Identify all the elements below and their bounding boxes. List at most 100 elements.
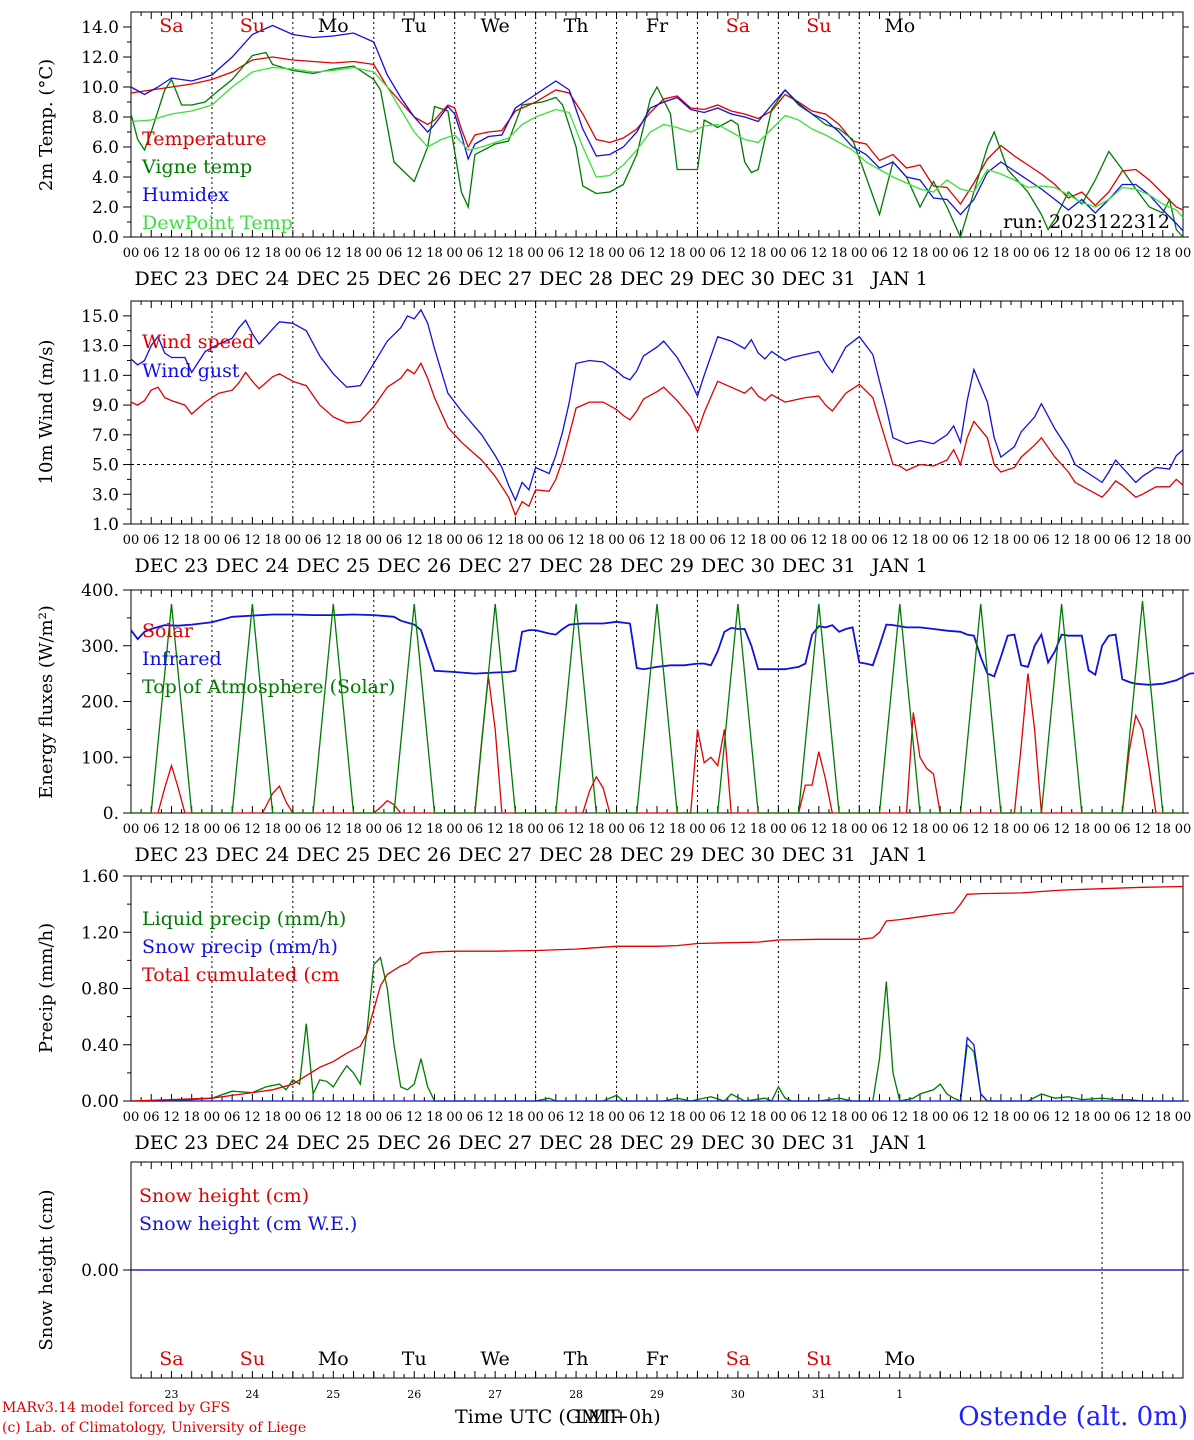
hour-tick-label: 00 — [365, 822, 382, 837]
hour-tick-label: 00 — [932, 1110, 949, 1125]
hour-tick-label: 18 — [264, 1110, 281, 1125]
hour-tick-label: 00 — [932, 246, 949, 261]
hour-tick-label: 18 — [588, 246, 605, 261]
day-number-label: 24 — [245, 1388, 259, 1401]
hour-tick-label: 18 — [1154, 533, 1171, 548]
hour-tick-label: 18 — [345, 822, 362, 837]
weekday-label: Sa — [159, 1348, 183, 1370]
hour-tick-label: 06 — [628, 533, 645, 548]
date-label: JAN 1 — [870, 555, 928, 577]
legend-entry: Vigne temp — [141, 156, 252, 178]
hour-tick-label: 18 — [507, 1110, 524, 1125]
hour-tick-label: 18 — [993, 1110, 1010, 1125]
hour-tick-label: 00 — [123, 1110, 140, 1125]
hour-tick-label: 18 — [345, 533, 362, 548]
hour-tick-label: 06 — [305, 1110, 322, 1125]
hour-tick-label: 00 — [285, 1110, 302, 1125]
panel-4: 0.00 0.40 0.80 1.20 1.60 Precip (mm/h) Liquid … — [36, 867, 1191, 1154]
hour-tick-label: 06 — [143, 246, 160, 261]
hour-tick-label: 00 — [851, 822, 868, 837]
hour-tick-label: 06 — [143, 822, 160, 837]
y-tick-label: 0.40 — [81, 1036, 119, 1056]
hour-tick-label: 00 — [527, 1110, 544, 1125]
plot-frame — [130, 11, 1184, 238]
hour-tick-label: 12 — [487, 822, 504, 837]
hour-tick-label: 12 — [163, 533, 180, 548]
hour-tick-label: 18 — [588, 533, 605, 548]
time-axis-overlap: LMT — [575, 1406, 620, 1428]
hour-tick-label: 06 — [709, 246, 726, 261]
hour-tick-label: 06 — [1033, 246, 1050, 261]
hour-tick-label: 06 — [1033, 1110, 1050, 1125]
hour-tick-label: 00 — [365, 1110, 382, 1125]
hour-tick-label: 00 — [770, 533, 787, 548]
hour-tick-label: 06 — [709, 1110, 726, 1125]
hour-tick-label: 18 — [426, 822, 443, 837]
weekday-label: Su — [806, 1348, 831, 1370]
hour-tick-label: 12 — [163, 246, 180, 261]
legend-entry: Snow precip (mm/h) — [142, 936, 338, 958]
hour-tick-label: 12 — [649, 246, 666, 261]
hour-tick-label: 00 — [851, 533, 868, 548]
hour-tick-label: 00 — [1175, 533, 1192, 548]
y-tick-label: 0.80 — [81, 980, 119, 1000]
date-label: DEC 29 — [620, 844, 694, 866]
hour-tick-label: 00 — [1013, 246, 1030, 261]
hour-tick-label: 00 — [1094, 1110, 1111, 1125]
hour-tick-label: 18 — [183, 1110, 200, 1125]
hour-tick-label: 06 — [386, 1110, 403, 1125]
date-label: DEC 27 — [458, 555, 532, 577]
hour-tick-label: 00 — [608, 246, 625, 261]
hour-tick-label: 18 — [183, 822, 200, 837]
hour-tick-label: 12 — [972, 1110, 989, 1125]
hour-tick-label: 18 — [669, 822, 686, 837]
date-label: DEC 25 — [296, 268, 370, 290]
hour-tick-label: 12 — [1053, 822, 1070, 837]
date-label: DEC 27 — [458, 1132, 532, 1154]
hour-tick-label: 00 — [123, 822, 140, 837]
date-label: DEC 25 — [296, 1132, 370, 1154]
day-number-label: 30 — [731, 1388, 745, 1401]
y-tick-label: 1.0 — [92, 515, 119, 535]
hour-tick-label: 00 — [608, 1110, 625, 1125]
hour-tick-label: 06 — [952, 1110, 969, 1125]
legend-entry: DewPoint Temp — [142, 212, 293, 234]
hour-tick-label: 12 — [325, 1110, 342, 1125]
weekday-label: Sa — [726, 1348, 750, 1370]
series-line-1 — [130, 613, 1194, 686]
hour-tick-label: 12 — [649, 1110, 666, 1125]
day-number-label: 1 — [896, 1388, 903, 1401]
hour-tick-label: 18 — [1074, 1110, 1091, 1125]
hour-tick-label: 12 — [406, 246, 423, 261]
weekday-label: Mo — [318, 15, 349, 37]
hour-tick-label: 06 — [143, 1110, 160, 1125]
legend-entry: Top of Atmosphere (Solar) — [142, 676, 395, 698]
weekday-label: Tu — [402, 1348, 427, 1370]
hour-tick-label: 00 — [285, 246, 302, 261]
hour-tick-label: 00 — [1013, 533, 1030, 548]
hour-tick-label: 12 — [1053, 246, 1070, 261]
hour-tick-label: 12 — [325, 533, 342, 548]
hour-tick-label: 12 — [730, 533, 747, 548]
y-tick-label: 7.0 — [92, 426, 119, 446]
y-tick-label: 300. — [81, 637, 119, 657]
series-line-1 — [130, 308, 1184, 502]
hour-tick-label: 00 — [1175, 822, 1192, 837]
series-line-2 — [130, 24, 1184, 232]
hour-tick-label: 00 — [123, 246, 140, 261]
weekday-label: Sa — [726, 15, 750, 37]
hour-tick-label: 06 — [790, 246, 807, 261]
hour-tick-label: 18 — [264, 246, 281, 261]
date-label: JAN 1 — [870, 1132, 928, 1154]
hour-tick-label: 00 — [365, 533, 382, 548]
hour-tick-label: 18 — [507, 822, 524, 837]
hour-tick-label: 06 — [305, 822, 322, 837]
y-tick-label: 3.0 — [92, 485, 119, 505]
hour-tick-label: 18 — [1074, 246, 1091, 261]
hour-tick-label: 12 — [730, 1110, 747, 1125]
y-axis-label: 2m Temp. (°C) — [36, 59, 57, 191]
weekday-label: Mo — [318, 1348, 349, 1370]
hour-tick-label: 18 — [912, 1110, 929, 1125]
date-label: DEC 30 — [701, 844, 775, 866]
hour-tick-label: 06 — [952, 533, 969, 548]
